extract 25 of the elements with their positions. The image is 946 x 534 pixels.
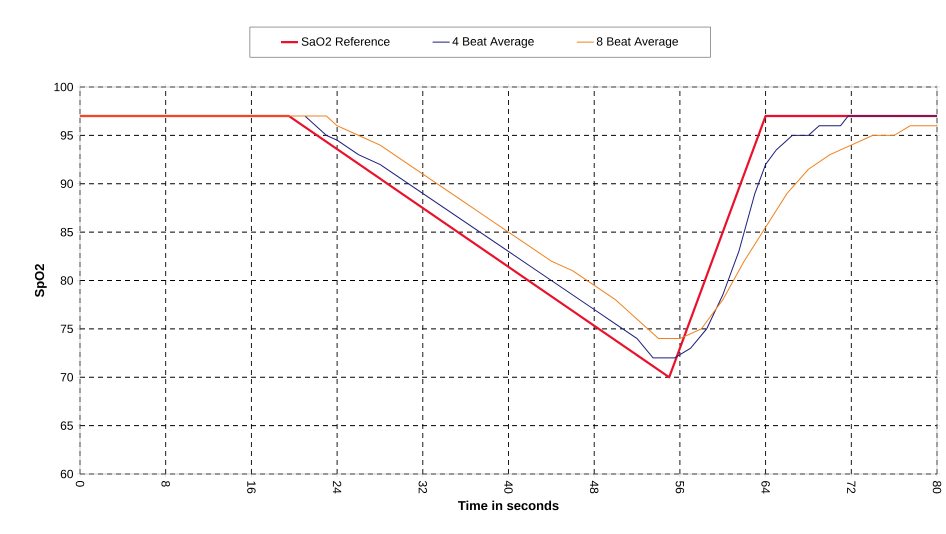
x-tick-label: 72	[847, 481, 856, 494]
y-tick-label: 70	[60, 373, 74, 382]
x-tick-label: 8	[161, 481, 170, 487]
x-tick-label: 56	[676, 481, 684, 494]
x-tick-label: 48	[590, 480, 598, 494]
y-tick-label: 75	[60, 324, 73, 334]
x-tick-label: 80	[932, 481, 942, 494]
y-tick-label: 80	[60, 276, 74, 285]
x-tick-label: 32	[418, 480, 428, 494]
y-tick-label: 95	[60, 131, 73, 140]
y-tick-label: 60	[60, 470, 74, 478]
legend-label: SaO2 Reference	[302, 37, 390, 46]
legend-label: 4 Beat Average	[452, 37, 534, 48]
y-tick-label: 85	[60, 228, 73, 236]
x-axis-title: Time in seconds	[458, 500, 559, 510]
x-tick-label: 64	[761, 481, 770, 494]
x-tick-label: 40	[504, 480, 513, 494]
y-tick-label: 90	[60, 180, 74, 188]
y-axis-title: SpO2	[34, 264, 47, 298]
y-tick-label: 100	[54, 82, 74, 92]
x-tick-label: 24	[332, 481, 342, 494]
legend-label: 8 Beat Average	[596, 37, 678, 48]
x-tick-label: 16	[247, 481, 256, 494]
y-tick-label: 65	[60, 421, 73, 430]
x-tick-label: 0	[76, 480, 84, 487]
